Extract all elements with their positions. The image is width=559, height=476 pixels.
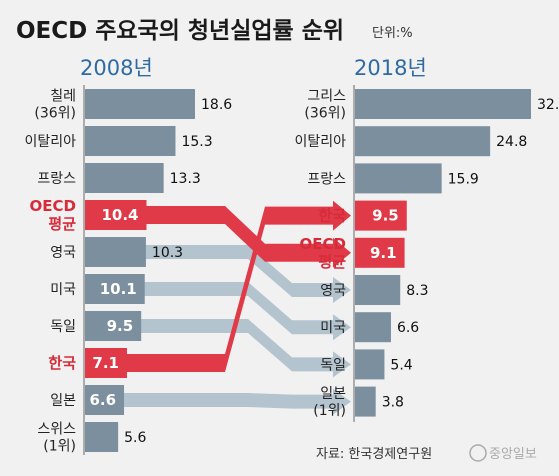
- category-label-칠레-(36위)-0-line0: 칠레: [50, 89, 76, 105]
- category-label-OECD-평균-1-line1: 평균: [318, 253, 346, 271]
- value-label-영국-1: 8.3: [406, 283, 428, 299]
- category-label-일본-0: 일본: [50, 393, 76, 409]
- category-label-미국-1: 미국: [320, 320, 346, 336]
- value-label-미국-1: 6.6: [397, 320, 419, 336]
- category-label-프랑스-1: 프랑스: [307, 171, 346, 187]
- category-labels: 칠레(36위)이탈리아프랑스OECD평균영국미국독일한국일본스위스(1위)그리스…: [24, 89, 346, 455]
- bar-독일-1: [355, 349, 385, 380]
- bar-영국-1: [355, 275, 401, 305]
- bar-이탈리아-0: [85, 126, 176, 156]
- bar-독일-0: [85, 311, 142, 341]
- bar-이탈리아-1: [355, 126, 491, 157]
- bar-일본-0: [85, 385, 125, 415]
- logo-mark: [469, 444, 487, 462]
- value-label-독일-1: 5.4: [390, 357, 412, 373]
- category-label-한국-0: 한국: [48, 354, 76, 372]
- category-label-프랑스-0: 프랑스: [37, 171, 76, 187]
- publisher-logo: 중앙일보: [489, 447, 537, 462]
- source-note: 자료: 한국경제연구원: [316, 447, 432, 462]
- arrow-일본: [120, 388, 351, 415]
- bar-프랑스-1: [355, 163, 442, 194]
- value-label-프랑스-0: 13.3: [170, 171, 201, 187]
- category-label-칠레-(36위)-0-line1: (36위): [34, 106, 76, 122]
- value-label-한국-0: 7.1: [92, 354, 119, 372]
- bar-미국-1: [355, 312, 391, 343]
- category-label-일본-(1위)-1-line0: 일본: [320, 386, 346, 402]
- category-label-OECD-평균-0-line0: OECD: [30, 197, 76, 215]
- bar-칠레-(36위)-0: [85, 89, 195, 119]
- value-label-칠레-(36위)-0: 18.6: [201, 97, 232, 113]
- arrow-한국: [122, 200, 351, 372]
- category-label-일본-(1위)-1-line1: (1위): [313, 403, 346, 419]
- arrow-미국: [140, 282, 351, 341]
- unit-label: 단위:%: [372, 26, 413, 41]
- value-label-이탈리아-0: 15.3: [181, 134, 212, 150]
- bar-한국-1: [355, 200, 407, 231]
- category-label-그리스-(36위)-1-line0: 그리스: [307, 89, 346, 105]
- category-label-독일-0: 독일: [50, 319, 76, 335]
- bar-스위스-(1위)-0: [85, 422, 119, 452]
- bar-OECD-평균-0: [85, 200, 147, 230]
- bar-미국-0: [85, 274, 145, 304]
- value-label-프랑스-1: 15.9: [448, 171, 479, 187]
- value-label-일본-(1위)-1: 3.8: [382, 395, 404, 411]
- arrow-독일: [137, 319, 351, 378]
- year-label-2008: 2008년: [80, 56, 153, 80]
- bar-영국-0: [85, 237, 146, 267]
- category-label-영국-0: 영국: [50, 245, 76, 261]
- value-label-일본-0: 6.6: [89, 391, 116, 409]
- bar-프랑스-0: [85, 163, 164, 193]
- value-label-독일-0: 9.5: [107, 317, 134, 335]
- category-label-한국-1: 한국: [318, 207, 346, 225]
- value-label-이탈리아-1: 24.8: [496, 134, 527, 150]
- value-label-스위스-(1위)-0: 5.6: [124, 430, 146, 446]
- bar-한국-0: [85, 348, 127, 378]
- arrow-영국: [141, 245, 351, 303]
- value-label-OECD-평균-1: 9.1: [370, 244, 397, 262]
- bars: 18.6 15.3 13.3 10.4 10.3 10.1 9.5 7.1 6.6 5.6 32.3…: [85, 89, 559, 452]
- category-label-OECD-평균-0-line1: 평균: [48, 215, 76, 233]
- bar-그리스-(36위)-1: [355, 89, 531, 119]
- category-label-스위스-(1위)-0-line0: 스위스: [37, 422, 76, 438]
- value-label-OECD-평균-0: 10.4: [101, 206, 138, 224]
- category-label-이탈리아-0: 이탈리아: [24, 134, 76, 150]
- category-label-영국-1: 영국: [320, 283, 346, 299]
- value-label-미국-0: 10.1: [100, 280, 137, 298]
- rank-change-arrows: [120, 200, 351, 415]
- value-label-영국-0: 10.3: [152, 245, 183, 261]
- category-label-그리스-(36위)-1-line1: (36위): [304, 106, 346, 122]
- value-label-한국-1: 9.5: [372, 207, 399, 225]
- category-label-OECD-평균-1-line0: OECD: [300, 235, 346, 253]
- category-label-이탈리아-1: 이탈리아: [294, 134, 346, 150]
- arrow-OECD-평균: [142, 206, 351, 268]
- category-label-독일-1: 독일: [320, 357, 346, 373]
- bar-일본-(1위)-1: [355, 386, 376, 417]
- bar-OECD-평균-1: [355, 237, 405, 268]
- category-label-미국-0: 미국: [50, 282, 76, 298]
- chart-title: OECD 주요국의 청년실업률 순위: [16, 18, 344, 44]
- category-label-스위스-(1위)-0-line1: (1위): [43, 439, 76, 455]
- value-label-그리스-(36위)-1: 32.3: [537, 97, 559, 113]
- year-label-2018: 2018년: [354, 56, 427, 80]
